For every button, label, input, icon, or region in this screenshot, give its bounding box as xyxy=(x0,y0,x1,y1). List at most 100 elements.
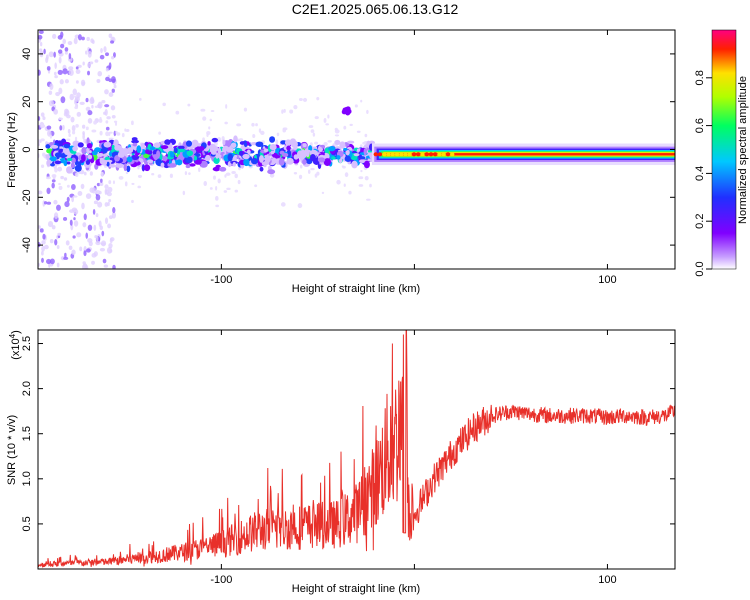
spectrogram-speckle xyxy=(40,250,44,256)
spectrogram-blob xyxy=(222,139,226,146)
spectrogram-speckle xyxy=(44,201,48,205)
spectrogram-speckle xyxy=(42,233,46,240)
spectrogram-blob xyxy=(363,147,367,156)
spectrogram-speckle xyxy=(343,125,347,130)
spectrogram-speckle xyxy=(64,51,68,55)
spectrogram-speckle xyxy=(48,100,54,107)
spectrogram-speckle xyxy=(76,232,82,238)
colorbar-tick-label: 0.8 xyxy=(694,70,706,85)
spectrogram-speckle xyxy=(91,129,97,133)
spectrogram-speckle xyxy=(69,93,75,101)
spectrogram-speckle xyxy=(38,241,41,248)
spectrogram-blob xyxy=(233,135,238,143)
spectrogram-blob xyxy=(244,142,248,148)
spectrogram-speckle xyxy=(60,43,65,49)
spectrogram-blob xyxy=(302,143,307,148)
spectrogram-blob xyxy=(259,155,264,163)
spectrogram-blob xyxy=(127,147,134,154)
spectrogram-blob xyxy=(168,163,177,168)
spectrogram-speckle xyxy=(325,123,329,126)
spectrogram-speckle xyxy=(98,220,102,228)
spectrogram-speckle xyxy=(79,101,85,106)
spectrogram-speckle xyxy=(299,164,303,169)
spectrogram-blob xyxy=(186,150,194,157)
spectrogram-speckle xyxy=(76,111,82,117)
spectrogram-speckle xyxy=(58,117,64,121)
spectrogram-speckle xyxy=(74,98,77,105)
spectrogram-speckle xyxy=(83,250,87,257)
spectrogram-blob xyxy=(185,164,191,169)
spectrogram-speckle xyxy=(104,89,109,95)
spectrogram-speckle xyxy=(60,96,66,104)
spectrogram-blob xyxy=(97,153,104,157)
spectrogram-speckle xyxy=(308,125,314,128)
spectrogram-speckle xyxy=(103,264,109,268)
spectrogram-speckle xyxy=(91,260,95,265)
spectrogram-speckle xyxy=(58,87,63,95)
spectrogram-blob xyxy=(63,147,70,156)
spectrogram-speckle xyxy=(72,95,78,98)
spectrogram-speckle xyxy=(336,179,341,185)
spectrogram-speckle xyxy=(58,185,63,191)
spectrogram-speckle xyxy=(82,261,86,265)
spectrogram-blob xyxy=(63,143,71,149)
spectrogram-blob xyxy=(281,152,289,157)
snr-series-line xyxy=(38,330,675,569)
spectrogram-speckle xyxy=(118,175,124,180)
spectrogram-blob xyxy=(131,139,139,144)
spectrogram-speckle xyxy=(108,33,113,39)
spectrogram-speckle xyxy=(252,134,256,139)
spectrogram-speckle xyxy=(217,178,221,184)
spectrogram-speckle xyxy=(72,235,76,239)
spectrogram-blob xyxy=(347,140,355,144)
spectrogram-speckle xyxy=(94,235,98,239)
snr-ylabel: SNR (10 * v/v) xyxy=(6,415,18,485)
spectrogram-blob xyxy=(185,140,193,147)
spectrogram-blob xyxy=(269,136,276,143)
snr-ytick-label: 0.5 xyxy=(21,516,33,531)
spectrogram-speckle xyxy=(137,185,142,189)
spectrogram-speckle xyxy=(71,125,76,132)
spectrogram-speckle xyxy=(63,256,69,260)
spectrogram-speckle xyxy=(254,184,258,188)
spectrogram-blob xyxy=(238,150,244,156)
spectrogram-speckle xyxy=(63,177,68,181)
spectrogram-speckle xyxy=(225,104,228,109)
spectrogram-speckle xyxy=(349,123,353,126)
spectrogram-speckle xyxy=(108,131,113,134)
spectrogram-speckle xyxy=(226,187,231,191)
spectrogram-speckle xyxy=(327,140,332,143)
spectrogram-speckle xyxy=(104,104,110,108)
spectrogram-speckle xyxy=(334,134,340,137)
spectrogram-speckle xyxy=(77,64,82,68)
spectrogram-speckle xyxy=(359,144,363,148)
spectrogram-speckle xyxy=(62,68,68,75)
spectrogram-speckle xyxy=(57,166,63,172)
spectrogram-speckle xyxy=(95,190,100,195)
spectrogram-speckle xyxy=(54,167,58,173)
spectrogram-speckle xyxy=(224,121,228,125)
spectrogram-speckle xyxy=(40,124,46,128)
spectrogram-speckle xyxy=(101,230,105,237)
spectrogram-speckle xyxy=(114,121,118,126)
spectrogram-speckle xyxy=(107,223,112,229)
spectrogram-blob xyxy=(363,160,370,169)
spectrogram-speckle xyxy=(108,180,112,185)
colorbar-ticks: 0.0 0.2 0.4 0.6 0.8 xyxy=(694,70,712,277)
spectrogram-speckle xyxy=(202,137,205,142)
spectrogram-speckle xyxy=(82,133,85,140)
spectrogram-speckle xyxy=(131,199,134,204)
spectrogram-speckle xyxy=(54,239,58,246)
spectrogram-blob xyxy=(215,164,221,168)
snr-xtick-label: 100 xyxy=(598,574,616,586)
spectrogram-bead xyxy=(386,152,391,157)
spectrogram-blob xyxy=(339,141,346,149)
spectrogram-ytick-label: -20 xyxy=(21,189,33,205)
spectrogram-speckle xyxy=(43,244,49,250)
snr-panel: -100 100 0.5 1.0 1.5 2.0 2.5 Height of straigh… xyxy=(6,329,676,595)
spectrogram-speckle xyxy=(42,152,46,156)
spectrogram-speckle xyxy=(108,215,113,220)
spectrogram-blob xyxy=(323,158,332,166)
spectrogram-blob xyxy=(114,145,122,151)
spectrogram-blob xyxy=(263,148,269,153)
